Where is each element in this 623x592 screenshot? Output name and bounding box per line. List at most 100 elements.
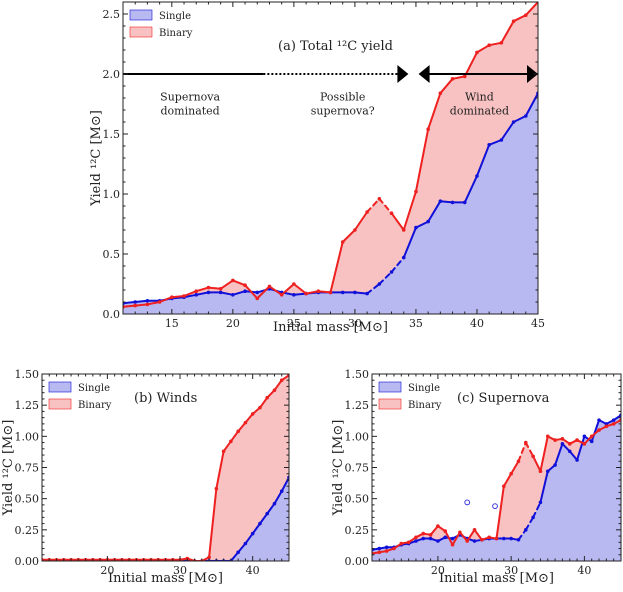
panel-title: (c) Supernova — [457, 391, 550, 406]
legend-label-single: Single — [408, 383, 440, 394]
single-point — [589, 439, 594, 444]
binary-point — [426, 127, 430, 131]
single-point — [401, 255, 406, 260]
single-point — [231, 293, 235, 297]
single-line-segment — [488, 139, 503, 146]
y-axis-label: Yield ¹²C [M⊙] — [1, 420, 16, 517]
binary-point — [502, 484, 506, 489]
single-area — [372, 415, 621, 561]
single-point — [265, 511, 270, 516]
y-tick-label: 1.00 — [15, 430, 40, 443]
y-tick-label: 1.25 — [345, 399, 370, 412]
annotation-line: dominated — [450, 104, 509, 117]
binary-line-segment — [539, 435, 549, 473]
binary-line-segment — [451, 75, 466, 80]
binary-point — [218, 287, 223, 291]
binary-point — [436, 524, 440, 528]
binary-point — [145, 302, 150, 307]
annotation-line: supernova? — [311, 104, 375, 117]
binary-point — [265, 395, 270, 400]
legend-swatch-binary — [48, 398, 72, 410]
binary-point — [553, 438, 557, 442]
y-tick-label: 1.00 — [345, 430, 370, 443]
binary-point — [401, 228, 406, 232]
binary-line-segment — [258, 396, 269, 409]
single-point — [523, 528, 528, 532]
binary-point — [279, 293, 284, 297]
binary-point — [377, 197, 382, 201]
binary-line-segment — [222, 440, 232, 453]
single-line-segment — [463, 175, 478, 204]
binary-point — [243, 283, 247, 288]
binary-area — [42, 375, 289, 561]
single-point — [243, 289, 247, 294]
legend-label-single: Single — [78, 383, 110, 394]
binary-line-segment — [305, 290, 320, 295]
y-tick-label: 1.0 — [103, 188, 121, 201]
legend-swatch-single — [48, 381, 72, 393]
x-tick-label: 20 — [100, 564, 114, 577]
binary-line-segment — [524, 2, 538, 17]
single-point — [279, 489, 284, 493]
binary-line-segment — [463, 51, 478, 78]
binary-point — [255, 296, 260, 301]
single-point — [462, 200, 467, 205]
binary-point — [214, 486, 219, 491]
binary-line-segment — [280, 283, 295, 296]
single-point — [340, 290, 345, 295]
binary-line-segment — [183, 290, 198, 297]
binary-point — [560, 437, 565, 441]
binary-point — [487, 43, 491, 47]
binary-line-segment — [366, 197, 381, 213]
x-tick-label: 25 — [287, 317, 301, 330]
legend-label-single: Single — [159, 11, 191, 22]
binary-point — [450, 542, 455, 547]
single-line-segment — [475, 143, 491, 177]
binary-line-segment — [229, 430, 240, 443]
single-point — [428, 536, 433, 541]
y-axis-label: Yield ¹²C [M⊙] — [89, 110, 104, 207]
binary-line-segment — [495, 485, 505, 540]
x-tick-label: 20 — [226, 317, 240, 330]
single-line-segment — [517, 528, 527, 541]
single-line-segment — [366, 283, 381, 295]
x-tick-label: 30 — [173, 564, 187, 577]
binary-line-segment — [134, 303, 149, 307]
single-line-segment — [195, 291, 210, 296]
binary-point — [414, 535, 418, 540]
single-point — [545, 469, 550, 474]
binary-point — [170, 295, 174, 300]
binary-line-segment — [427, 92, 442, 131]
single-line-segment — [590, 419, 601, 443]
binary-point — [538, 469, 543, 474]
binary-point — [292, 282, 296, 286]
x-tick-label: 45 — [531, 317, 545, 330]
binary-point — [428, 533, 433, 537]
y-tick-label: 0.25 — [345, 524, 370, 537]
binary-point — [243, 420, 248, 425]
single-line-segment — [532, 501, 542, 519]
single-point — [206, 290, 211, 295]
binary-point — [511, 19, 516, 24]
annotation-line: dominated — [161, 104, 220, 117]
single-point — [611, 418, 616, 422]
binary-line-segment — [524, 441, 535, 458]
binary-point — [272, 388, 277, 393]
y-axis-label: Yield ¹²C [M⊙] — [331, 420, 346, 517]
single-point — [472, 539, 477, 543]
binary-point — [414, 189, 418, 194]
binary-point — [494, 536, 499, 541]
binary-line-segment — [170, 295, 186, 299]
binary-line-segment — [329, 241, 344, 294]
region-annotation: Wind dominated — [450, 90, 509, 117]
single-point — [426, 219, 430, 224]
binary-point — [340, 240, 345, 244]
binary-line-segment — [444, 530, 454, 546]
single-line-segment — [512, 115, 527, 123]
single-point — [475, 174, 479, 178]
single-line-segment — [134, 299, 149, 303]
binary-area — [123, 2, 538, 307]
binary-line-segment — [208, 487, 218, 559]
binary-line-segment — [451, 531, 461, 546]
